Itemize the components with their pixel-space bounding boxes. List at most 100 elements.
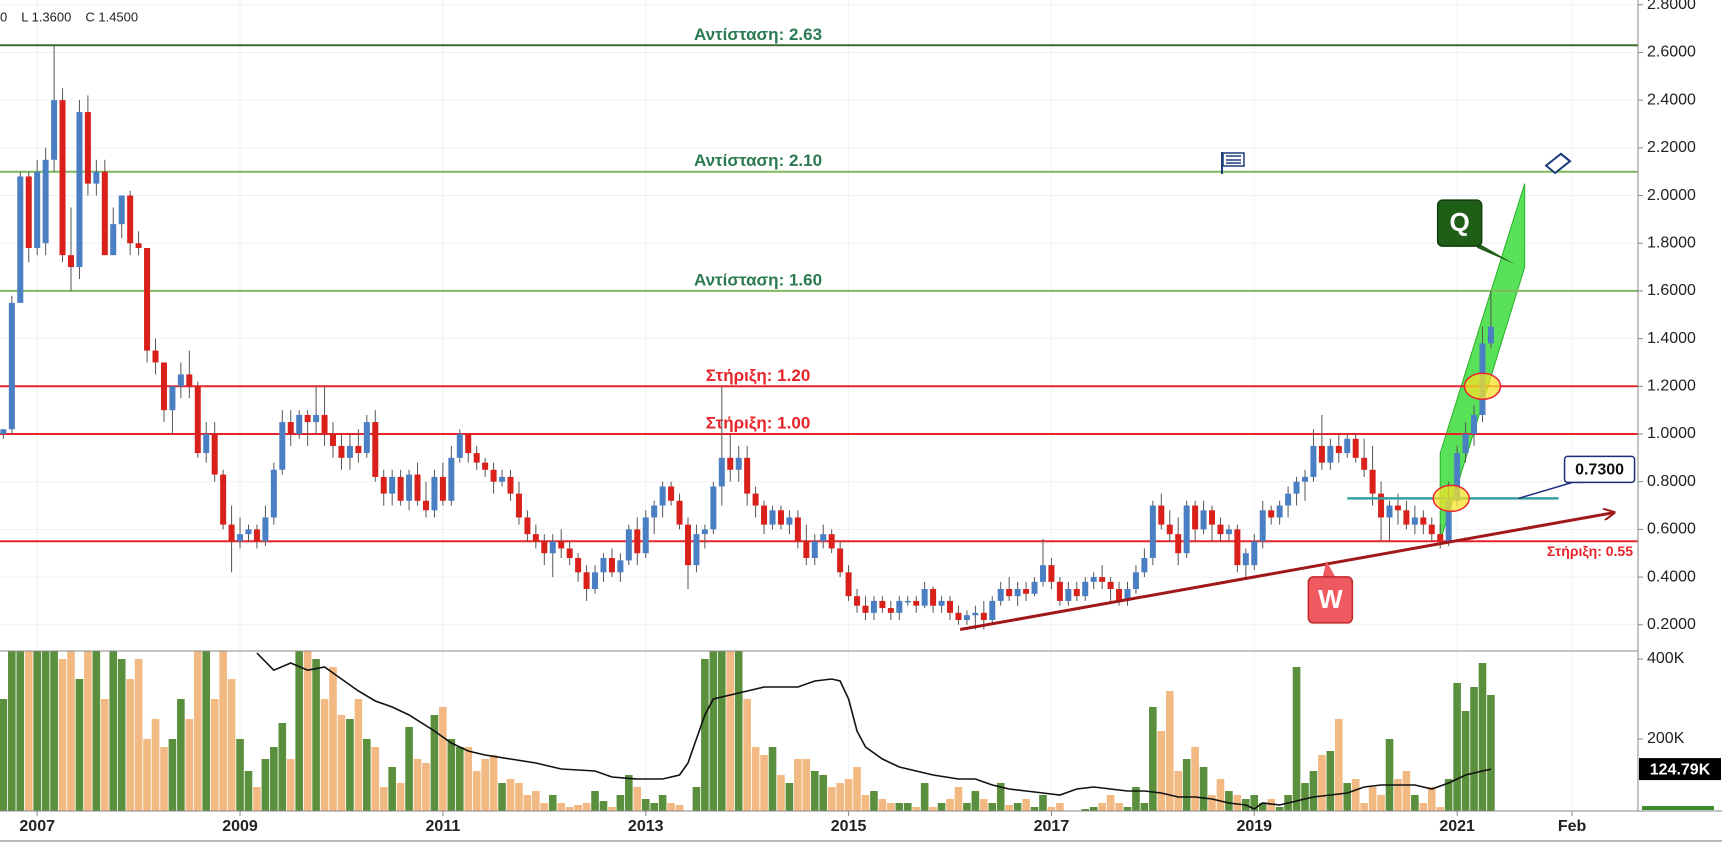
- candle-body: [338, 445, 345, 458]
- volume-bar: [980, 799, 988, 811]
- candle-body: [499, 476, 506, 482]
- volume-bar: [253, 787, 261, 811]
- candle-body: [676, 500, 683, 525]
- volume-bar: [41, 651, 50, 811]
- marker-callout-label: 0.7300: [1575, 462, 1624, 479]
- candle-body: [659, 486, 666, 506]
- candle-body: [397, 476, 404, 501]
- candle-body: [1454, 453, 1461, 501]
- candle-body: [1023, 589, 1030, 594]
- candle-body: [811, 541, 818, 558]
- candle-body: [1259, 510, 1266, 542]
- candle-body: [51, 100, 58, 160]
- y-tick-label: 0.8000: [1647, 473, 1696, 490]
- volume-bar: [658, 795, 667, 811]
- volume-bar: [455, 747, 464, 811]
- candle-body: [1445, 500, 1452, 542]
- volume-bar: [202, 651, 211, 811]
- volume-bar: [371, 747, 380, 811]
- volume-bar: [625, 775, 633, 811]
- candle-body: [42, 159, 49, 244]
- x-tick-label: 2017: [1034, 818, 1070, 835]
- highlight: [1432, 484, 1470, 513]
- candle-body: [194, 386, 201, 454]
- candle-body: [1039, 565, 1046, 582]
- level-label: Στήριξη: 1.20: [706, 366, 811, 385]
- annotation-label: Q: [1450, 207, 1470, 237]
- x-tick-label: 2019: [1236, 818, 1272, 835]
- candle-body: [854, 596, 861, 606]
- candle-body: [930, 589, 937, 606]
- volume-bar: [8, 651, 16, 811]
- candle-body: [1242, 553, 1249, 566]
- candle-body: [228, 524, 235, 542]
- candle-body: [752, 493, 759, 506]
- candle-body: [355, 445, 362, 454]
- volume-y-tick-label: 200K: [1647, 730, 1685, 747]
- candle-body: [118, 195, 125, 225]
- volume-bar: [675, 805, 684, 811]
- volume-bar: [1208, 795, 1216, 811]
- candle-body: [245, 529, 252, 535]
- volume-bar: [261, 759, 270, 811]
- candle-body: [837, 548, 844, 573]
- volume-bar: [1377, 795, 1385, 811]
- candle-body: [693, 534, 700, 566]
- volume-bar: [75, 679, 84, 811]
- volume-bar: [1225, 791, 1233, 811]
- level-label: Στήριξη: 0.55: [1547, 543, 1633, 559]
- volume-bar: [143, 739, 151, 811]
- volume-bar: [430, 715, 439, 811]
- candle-body: [8, 302, 15, 430]
- candle-body: [1183, 505, 1190, 554]
- ma-value-box: [1639, 758, 1721, 781]
- candle-body: [1335, 445, 1342, 454]
- candle-body: [439, 476, 446, 501]
- volume-bar: [1030, 807, 1039, 811]
- candle-body: [794, 517, 801, 542]
- candle-body: [253, 529, 260, 542]
- candle-body: [980, 612, 987, 620]
- volume-bar: [210, 699, 219, 811]
- candle-body: [845, 572, 852, 597]
- candle-body: [913, 600, 920, 606]
- volume-bar: [1326, 751, 1335, 811]
- candle-body: [684, 524, 691, 566]
- axis-accent: [1642, 806, 1714, 810]
- candle-body: [380, 476, 387, 494]
- volume-bar: [565, 807, 574, 811]
- candle-body: [1141, 558, 1148, 573]
- candle-body: [101, 171, 108, 256]
- candle-body: [1116, 589, 1123, 601]
- candle-body: [1310, 445, 1317, 477]
- volume-bar: [1089, 807, 1098, 811]
- volume-bar: [844, 779, 853, 811]
- volume-bar: [126, 679, 134, 811]
- candle-body: [152, 350, 159, 363]
- volume-bar: [1470, 687, 1478, 811]
- candle-body: [1014, 589, 1021, 597]
- volume-bar: [861, 795, 870, 811]
- volume-bar: [532, 791, 540, 811]
- candle-body: [25, 176, 32, 248]
- y-tick-label: 1.4000: [1647, 330, 1696, 347]
- candle-body: [1048, 565, 1055, 582]
- volume-bar: [1056, 803, 1064, 811]
- candle-body: [727, 457, 734, 470]
- volume-bar: [1174, 771, 1183, 811]
- highlight: [1463, 372, 1502, 401]
- ma-value-label: 124.79K: [1650, 761, 1711, 778]
- volume-bar: [354, 699, 363, 811]
- ohlc-header: 0: [0, 9, 7, 24]
- candle-body: [617, 560, 624, 573]
- candle-body: [177, 374, 184, 387]
- candle-body: [828, 534, 835, 549]
- candle-body: [1378, 493, 1385, 518]
- volume-bar: [760, 755, 768, 811]
- candle-body: [600, 558, 607, 573]
- annotation-box: [1436, 199, 1483, 247]
- volume-bar: [1132, 787, 1140, 811]
- volume-bar: [608, 807, 616, 811]
